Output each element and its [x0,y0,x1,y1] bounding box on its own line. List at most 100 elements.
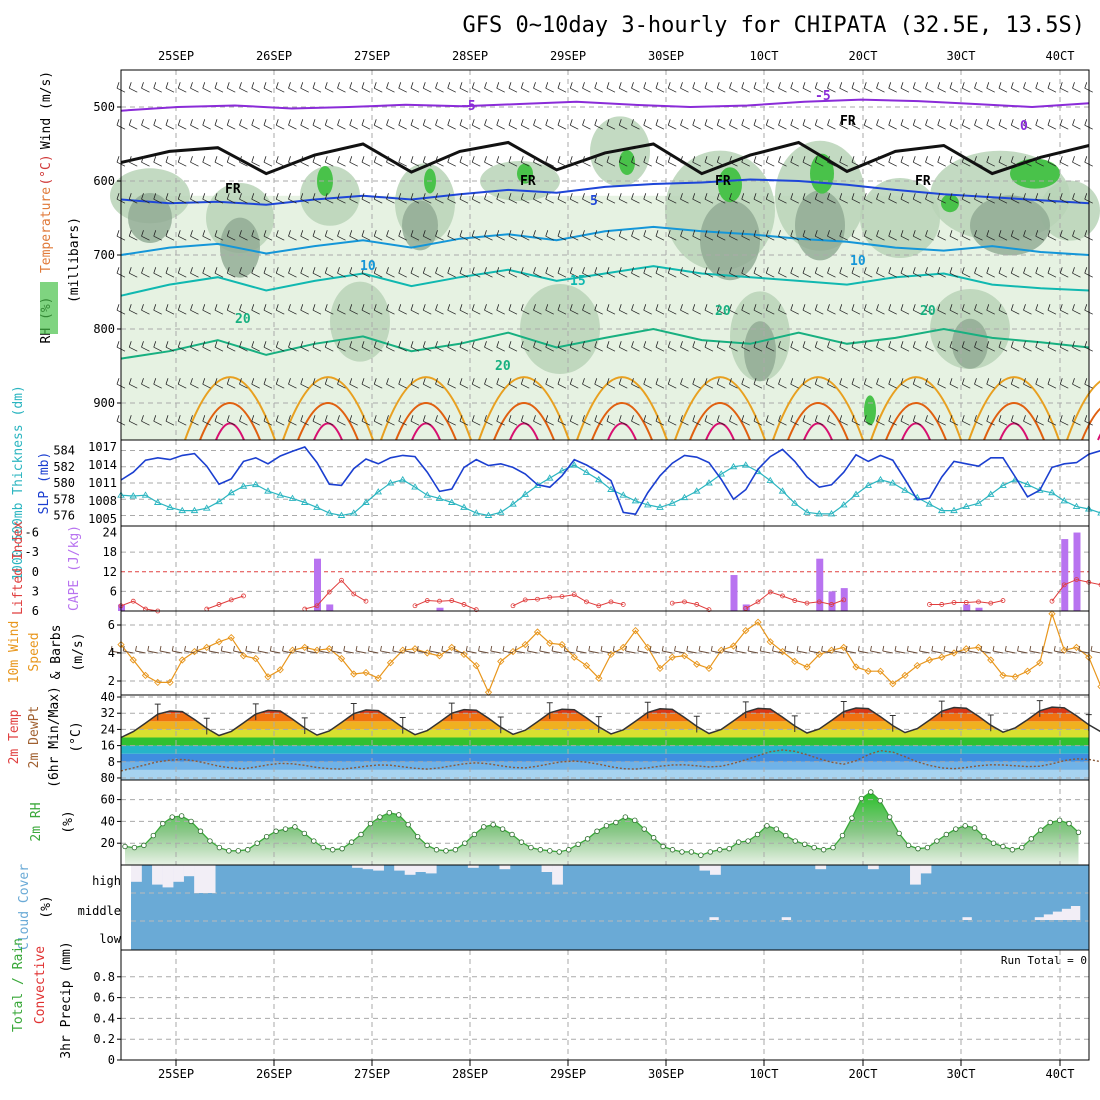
wind-barb [851,82,861,93]
wind-barb [1010,156,1020,167]
wind-barb [545,193,554,204]
slp-tick-label: 1017 [88,440,117,454]
li-point [608,599,614,605]
wind-barb [190,341,199,352]
minmax-whisker [203,717,210,735]
isotherm-25-arc [282,376,374,441]
wind-barb [251,119,260,130]
wind-barb [484,82,493,93]
rh-point [226,848,232,854]
wind-barb [594,119,603,130]
wind-barb [863,193,873,204]
wind-barb [214,230,224,241]
rh-point [613,819,619,826]
wind-barb [912,378,922,389]
wind-barb [925,378,934,389]
wind-barb [631,415,640,426]
x-tick-label-top: 40CT [1046,49,1075,63]
rh-point [1009,847,1016,853]
wind-barb [949,156,959,167]
cloud-level-label: middle [78,904,121,918]
wind-barb [949,415,959,426]
x-tick-label-bottom: 30CT [947,1067,976,1081]
minmax-whisker [399,716,406,734]
wind-barb [876,82,885,93]
wind-barb [802,156,812,167]
slp-tick-label: 1014 [88,458,117,472]
wind-speed-point [252,654,260,663]
thickness-point [876,475,885,483]
surface-wind-barb [1078,645,1089,654]
wind-barb [496,119,505,130]
wind-barb [912,156,922,167]
wind-barb [753,156,763,167]
surface-wind-barb [1053,645,1065,654]
wind-speed-point [1036,659,1044,667]
wind-barb [557,378,567,389]
wind-barb [692,304,701,315]
wind-barb [533,378,542,389]
wind-barb [508,415,518,426]
wind-barb [594,378,603,389]
thickness-point [741,461,750,468]
wind-barb [802,193,812,204]
wind-barb [888,119,897,130]
wind-barb [202,230,211,241]
wind-barb [533,304,542,315]
wind-barb [778,415,787,426]
wind-barb [569,119,579,130]
wind-barb [1035,119,1044,130]
surface-wind-barb [551,645,563,654]
wind-barb [239,156,248,167]
axis-label-lifted-index: Lifted Index [11,521,26,615]
thickness-point [619,491,628,498]
wind-barb [165,341,175,352]
wind-barb [569,193,579,204]
high-cloud-gap [373,865,384,871]
wind-barb [729,378,738,389]
rh-shading-green [941,194,959,213]
wind-barb [1035,193,1044,204]
thickness-point [852,490,860,497]
wind-barb [643,378,652,389]
wind-barb [520,119,530,130]
wind-barb [1047,82,1057,93]
wind-barb [337,156,346,167]
axes-layer: 5006007008009005845825805785761017101410… [25,69,1090,1067]
rh-point [802,841,808,847]
wind-barb [545,341,554,352]
wind-barb [753,267,763,278]
wind-barb [655,119,665,130]
wind-barb [251,378,260,389]
surface-wind-barb [245,645,256,654]
pressure-tick-label: 700 [93,248,115,262]
wind-barb [716,156,726,167]
wind-barb [912,119,922,130]
x-tick-label-top: 29SEP [550,49,586,63]
wind-barb [925,341,934,352]
wind-barb [165,304,175,315]
wind-barb [533,415,542,426]
thickness-tick-label: 584 [53,444,75,458]
surface-wind-barb [269,645,281,654]
wind-speed-point [729,642,738,650]
wind-barb [692,82,701,93]
wind-barb [606,378,616,389]
wind-barb [741,378,750,389]
wind-barb [545,119,554,130]
wind-barb [631,378,640,389]
wind-barb [177,156,187,167]
wind-barb [876,119,885,130]
wind-barb [814,341,824,352]
slp-tick-label: 1005 [88,512,117,526]
rh-point [396,812,402,818]
wind-barb [643,82,652,93]
wind-barb [827,415,836,426]
wind-barb [802,304,812,315]
precip-tick-label: 0.4 [93,1011,115,1025]
wind-barb [594,267,603,278]
wind-barb [361,415,371,426]
wind-barb [300,193,309,204]
surface-wind-barb [1017,645,1028,654]
rh-point [481,824,487,830]
